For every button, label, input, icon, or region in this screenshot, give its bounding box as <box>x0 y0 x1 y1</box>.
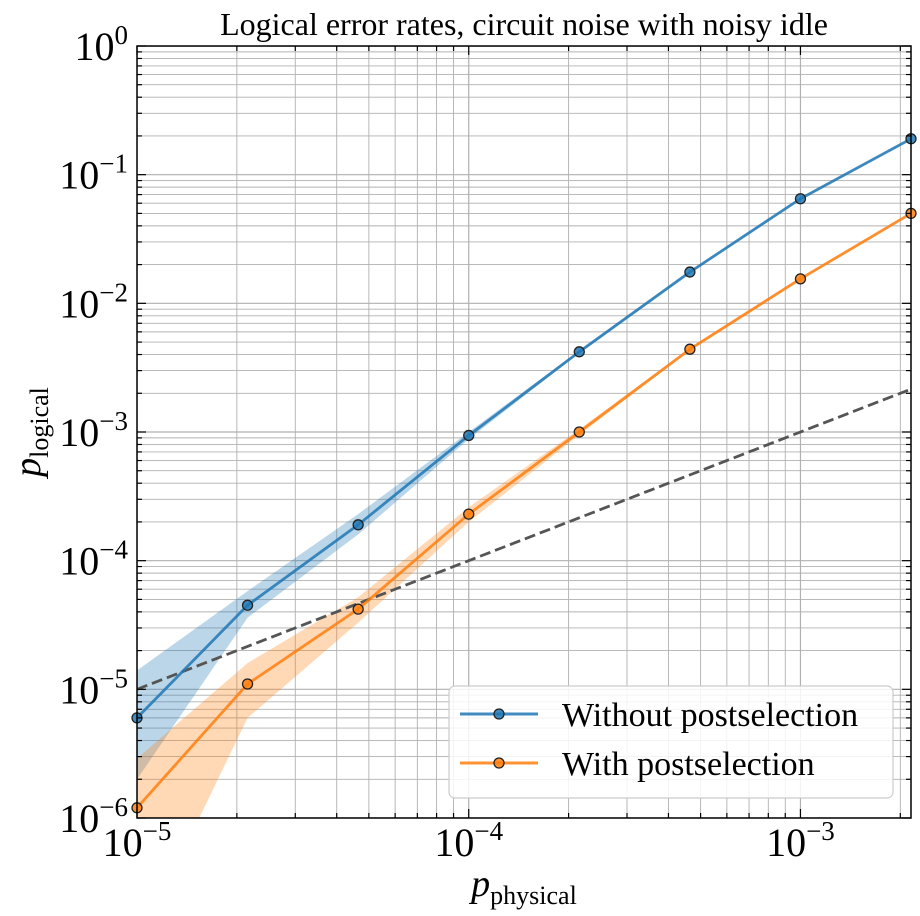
x-tick-label-base: 10 <box>103 820 143 865</box>
y-tick-label: 10−3 <box>59 406 128 455</box>
x-tick-label-exp: −5 <box>143 816 172 846</box>
x-axis-label-sub: physical <box>490 881 577 910</box>
legend-label-with-postselection: With postselection <box>562 746 815 783</box>
legend-box <box>448 685 894 799</box>
series-line-1 <box>137 212 911 809</box>
data-point-series-0 <box>794 193 807 205</box>
y-tick-label-base: 10 <box>59 153 99 198</box>
axis-ticks <box>136 45 911 819</box>
confidence-bands <box>137 138 911 818</box>
y-tick-label: 100 <box>75 20 129 69</box>
legend-marker-with-postselection <box>493 757 505 769</box>
y-tick-label: 10−5 <box>59 663 128 712</box>
y-tick-label-exp: −3 <box>99 406 128 436</box>
x-tick-label-base: 10 <box>434 820 474 865</box>
data-point-series-1 <box>463 508 475 520</box>
y-tick-label-exp: −6 <box>99 792 128 822</box>
y-tick-label: 10−6 <box>59 792 128 841</box>
x-tick-labels: 10−5 10−4 10−3 <box>103 816 835 865</box>
data-point-series-0 <box>684 266 696 278</box>
x-tick-label: 10−5 <box>103 816 172 865</box>
series-lines <box>137 137 911 809</box>
y-tick-label-base: 10 <box>59 410 99 455</box>
y-tick-label-exp: 0 <box>115 20 129 50</box>
x-tick-label-exp: −4 <box>474 816 503 846</box>
y-axis-label: plogical <box>7 387 54 480</box>
y-tick-label: 10−2 <box>59 277 128 326</box>
reference-line-group <box>137 387 911 691</box>
y-tick-label-base: 10 <box>59 281 99 326</box>
x-tick-label: 10−4 <box>434 816 503 865</box>
data-point-series-1 <box>241 678 254 690</box>
data-point-series-1 <box>794 273 807 285</box>
series-line-0 <box>137 137 911 719</box>
y-tick-label-base: 10 <box>59 667 99 712</box>
y-tick-label-exp: −1 <box>99 149 128 179</box>
legend: Without postselection With postselection <box>448 685 894 799</box>
y-tick-label-base: 10 <box>59 796 99 841</box>
y-tick-label-base: 10 <box>59 539 99 584</box>
y-tick-label-exp: −4 <box>99 535 128 565</box>
x-axis-label: pphysical <box>468 863 577 910</box>
data-point-series-1 <box>573 426 585 438</box>
data-point-series-1 <box>684 343 696 355</box>
x-axis-label-base: p <box>468 863 490 905</box>
legend-label-without-postselection: Without postselection <box>562 697 858 734</box>
y-axis-label-sub: logical <box>25 387 54 458</box>
chart-title: Logical error rates, circuit noise with … <box>220 6 828 42</box>
y-tick-label: 10−4 <box>59 535 128 584</box>
data-point-series-0 <box>573 346 585 358</box>
y-tick-label: 10−1 <box>59 149 128 198</box>
y-tick-label-exp: −5 <box>99 663 128 693</box>
y-axis-label-base: p <box>7 458 49 480</box>
data-point-series-0 <box>463 429 475 442</box>
reference-line <box>137 387 911 691</box>
x-tick-label-exp: −3 <box>806 816 835 846</box>
x-tick-label: 10−3 <box>766 816 835 865</box>
confidence-band-series-1 <box>137 212 911 818</box>
y-tick-label-base: 10 <box>75 24 115 69</box>
data-point-series-0 <box>241 599 254 611</box>
data-point-series-0 <box>352 519 364 531</box>
data-point-series-1 <box>352 603 364 615</box>
legend-marker-without-postselection <box>493 708 505 720</box>
y-tick-label-exp: −2 <box>99 277 128 307</box>
x-tick-label-base: 10 <box>766 820 806 865</box>
